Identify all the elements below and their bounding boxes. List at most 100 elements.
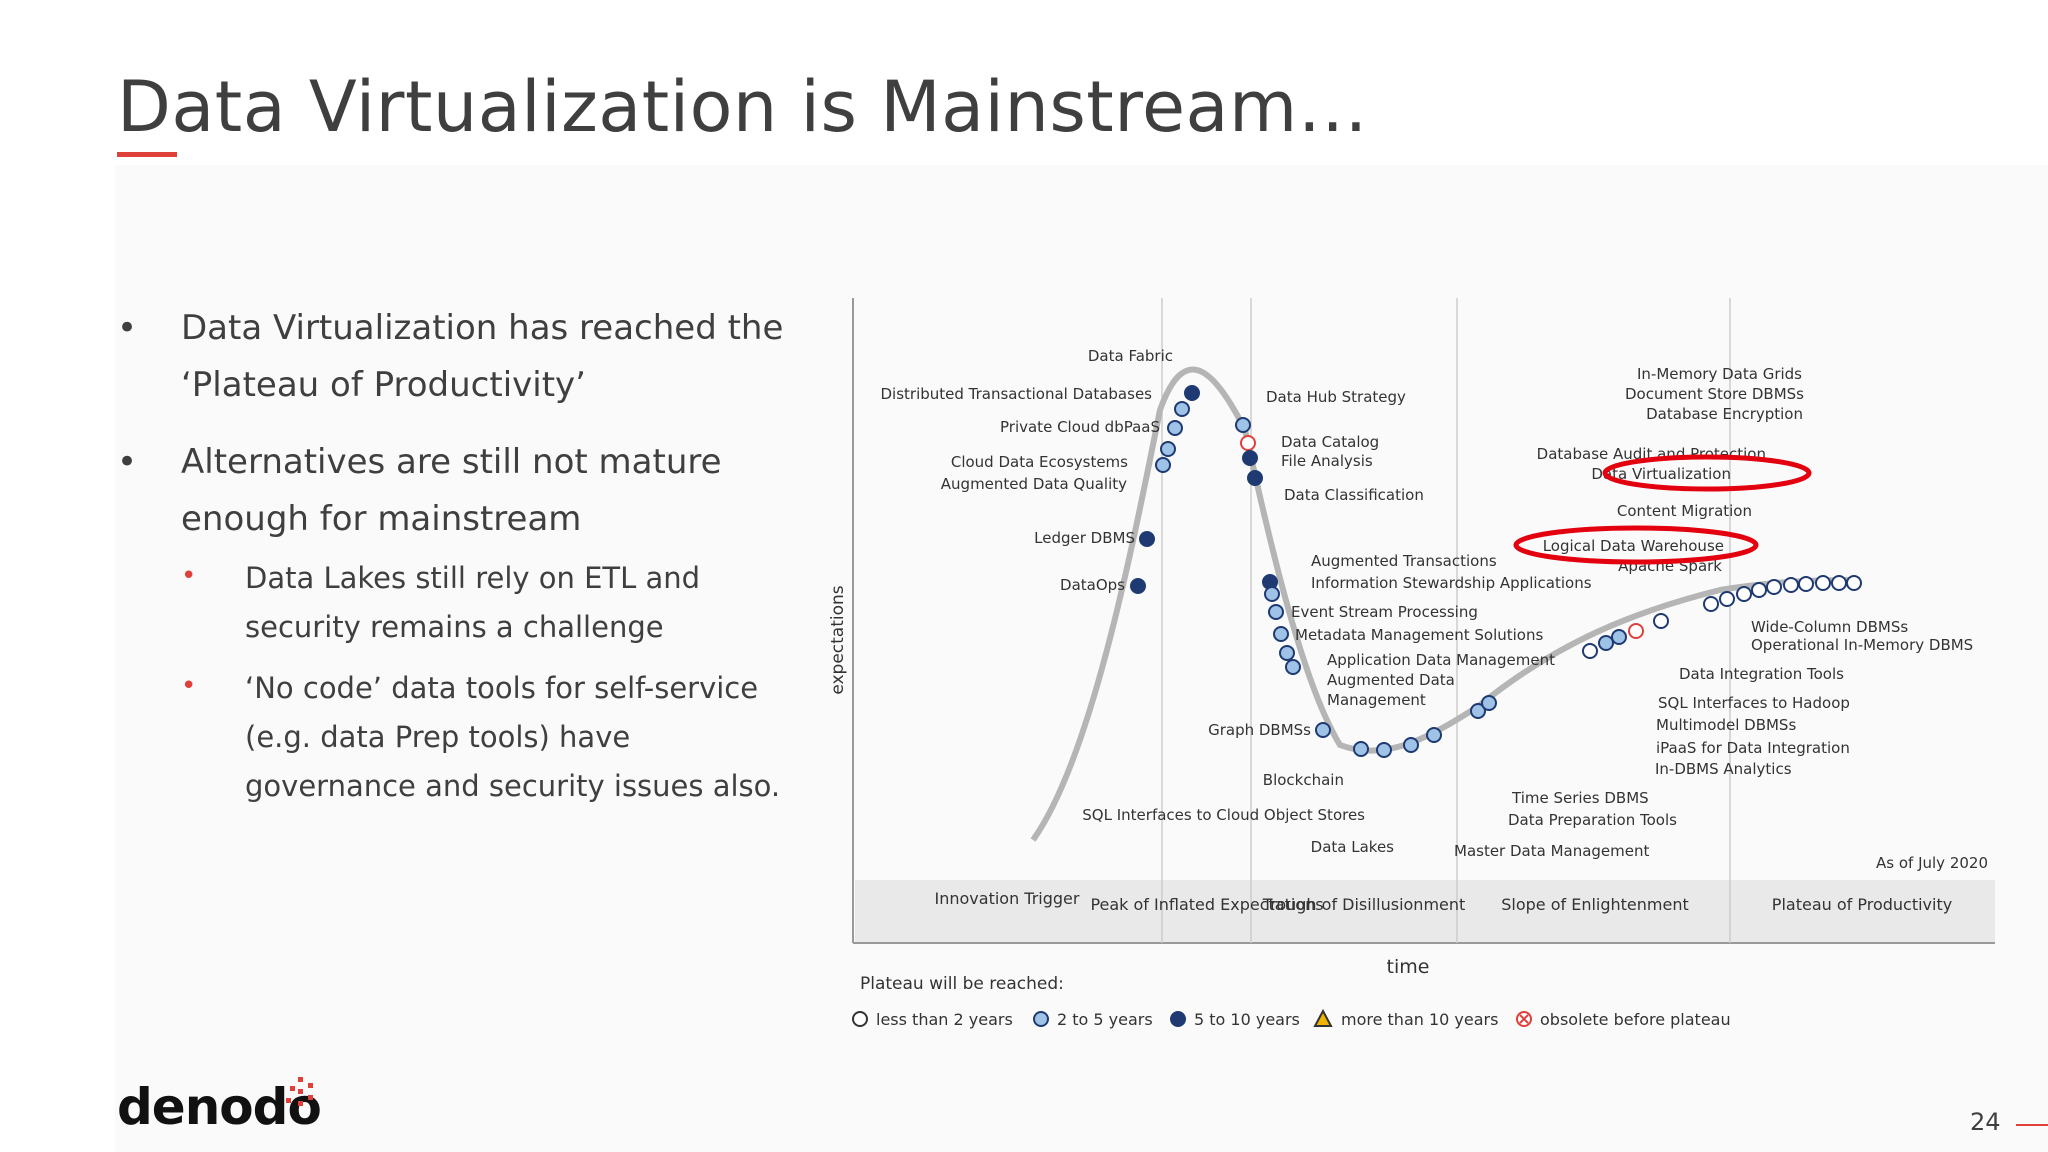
legend-marker-light-blue	[1033, 1011, 1049, 1027]
point-label: SQL Interfaces to Cloud Object Stores	[1082, 806, 1365, 824]
point-label: Content Migration	[1617, 502, 1752, 520]
point-label: Data Fabric	[1088, 347, 1173, 365]
point-label: Time Series DBMS	[1511, 789, 1649, 807]
highlight-data-virtualization	[1602, 454, 1812, 492]
denodo-logo: denodo	[117, 1078, 322, 1136]
marker-2-to-5-years	[1403, 737, 1419, 753]
marker-5-to-10-years	[1242, 450, 1258, 466]
legend-label: obsolete before plateau	[1540, 1010, 1731, 1029]
x-axis-label: time	[1387, 956, 1430, 978]
hype-cycle-chart: expectations time Innovation Trigger Pea…	[828, 298, 1995, 1029]
legend-marker-dark-blue	[1170, 1011, 1186, 1027]
marker-2-to-5-years	[1264, 586, 1280, 602]
point-label: Event Stream Processing	[1291, 603, 1478, 621]
phase-label: Innovation Trigger	[935, 889, 1080, 908]
legend-marker-triangle	[1313, 1008, 1333, 1027]
point-label: Database Encryption	[1646, 405, 1803, 423]
sub-bullet-item: • ‘No code’ data tools for self-service …	[181, 664, 807, 811]
logo-dots-icon	[286, 1077, 313, 1106]
marker-2-to-5-years	[1273, 626, 1289, 642]
point-label: Augmented Transactions	[1311, 552, 1497, 570]
marker-5-to-10-years	[1130, 578, 1146, 594]
phase-label: Slope of Enlightenment	[1501, 895, 1689, 914]
bullet-text: Alternatives are still not mature enough…	[181, 442, 722, 539]
point-label: Wide-Column DBMSs	[1751, 618, 1908, 636]
point-label: Augmented Data	[1327, 671, 1455, 689]
marker-obsolete	[1628, 623, 1644, 639]
legend-label: 2 to 5 years	[1057, 1010, 1153, 1029]
marker-2-to-5-years	[1167, 420, 1183, 436]
point-label: Augmented Data Quality	[941, 475, 1127, 493]
point-label: Distributed Transactional Databases	[880, 385, 1152, 403]
marker-2-to-5-years	[1235, 417, 1251, 433]
page-number: 24	[1970, 1108, 2001, 1136]
bullet-text: Data Virtualization has reached the ‘Pla…	[181, 308, 784, 405]
marker-less-than-2-years	[1653, 613, 1669, 629]
sub-bullet-dot: •	[181, 561, 197, 591]
phase-label: Peak of Inflated Expectations	[1090, 895, 1323, 914]
y-axis-label: expectations	[828, 585, 848, 694]
marker-less-than-2-years	[1831, 575, 1847, 591]
bullet-dot: •	[117, 442, 138, 482]
point-label: In-Memory Data Grids	[1637, 365, 1802, 383]
point-label: Blockchain	[1263, 771, 1344, 789]
marker-less-than-2-years	[1798, 576, 1814, 592]
slide-title: Data Virtualization is Mainstream…	[117, 66, 1369, 148]
marker-2-to-5-years	[1598, 635, 1614, 651]
marker-less-than-2-years	[1766, 579, 1782, 595]
point-label: Information Stewardship Applications	[1311, 574, 1592, 592]
marker-2-to-5-years	[1470, 703, 1486, 719]
marker-less-than-2-years	[1582, 643, 1598, 659]
marker-2-to-5-years	[1285, 659, 1301, 675]
phase-label: Plateau of Productivity	[1772, 895, 1952, 914]
marker-2-to-5-years	[1426, 727, 1442, 743]
as-of-label: As of July 2020	[1876, 854, 1988, 872]
marker-2-to-5-years	[1279, 645, 1295, 661]
marker-2-to-5-years	[1155, 457, 1171, 473]
marker-5-to-10-years	[1184, 385, 1200, 401]
marker-2-to-5-years	[1160, 441, 1176, 457]
point-label: Data Preparation Tools	[1508, 811, 1677, 829]
point-label: Cloud Data Ecosystems	[951, 453, 1128, 471]
point-label: iPaaS for Data Integration	[1656, 739, 1850, 757]
phase-label-line: Innovation Trigger	[935, 889, 1080, 908]
title-underline	[117, 152, 177, 157]
bullet-dot: •	[117, 308, 138, 348]
point-label: Management	[1327, 691, 1426, 709]
point-label: Data Hub Strategy	[1266, 388, 1406, 406]
sub-bullet-text: ‘No code’ data tools for self-service (e…	[245, 671, 781, 803]
point-label: Data Classification	[1284, 486, 1424, 504]
marker-2-to-5-years	[1481, 695, 1497, 711]
page-number-line	[2016, 1124, 2048, 1126]
point-label: Metadata Management Solutions	[1295, 626, 1543, 644]
marker-less-than-2-years	[1815, 575, 1831, 591]
point-label: Operational In-Memory DBMS	[1751, 636, 1973, 654]
marker-less-than-2-years	[1783, 577, 1799, 593]
point-label: SQL Interfaces to Hadoop	[1658, 694, 1850, 712]
marker-less-than-2-years	[1703, 596, 1719, 612]
marker-5-to-10-years	[1139, 531, 1155, 547]
sub-bullet-text: Data Lakes still rely on ETL and securit…	[245, 561, 701, 644]
sub-bullet-dot: •	[181, 671, 197, 701]
point-label: Document Store DBMSs	[1625, 385, 1804, 403]
sub-bullet-item: • Data Lakes still rely on ETL and secur…	[181, 554, 807, 652]
point-label: DataOps	[1060, 576, 1125, 594]
point-label: In-DBMS Analytics	[1655, 760, 1792, 778]
point-label: File Analysis	[1281, 452, 1373, 470]
point-label: Private Cloud dbPaaS	[1000, 418, 1160, 436]
point-label: Ledger DBMS	[1034, 529, 1135, 547]
point-label: Graph DBMSs	[1208, 721, 1311, 739]
marker-less-than-2-years	[1751, 582, 1767, 598]
legend-label: less than 2 years	[876, 1010, 1013, 1029]
legend-label: 5 to 10 years	[1194, 1010, 1300, 1029]
point-label: Logical Data Warehouse	[1543, 537, 1724, 555]
bullet-list: • Data Virtualization has reached the ‘P…	[117, 300, 807, 823]
marker-less-than-2-years	[1719, 591, 1735, 607]
content-background	[115, 165, 2048, 1152]
legend-marker-white	[852, 1011, 868, 1027]
bullet-item: • Alternatives are still not mature enou…	[117, 434, 807, 548]
marker-less-than-2-years	[1846, 575, 1862, 591]
legend-label: more than 10 years	[1341, 1010, 1498, 1029]
marker-2-to-5-years	[1315, 722, 1331, 738]
point-label: Data Lakes	[1311, 838, 1395, 856]
